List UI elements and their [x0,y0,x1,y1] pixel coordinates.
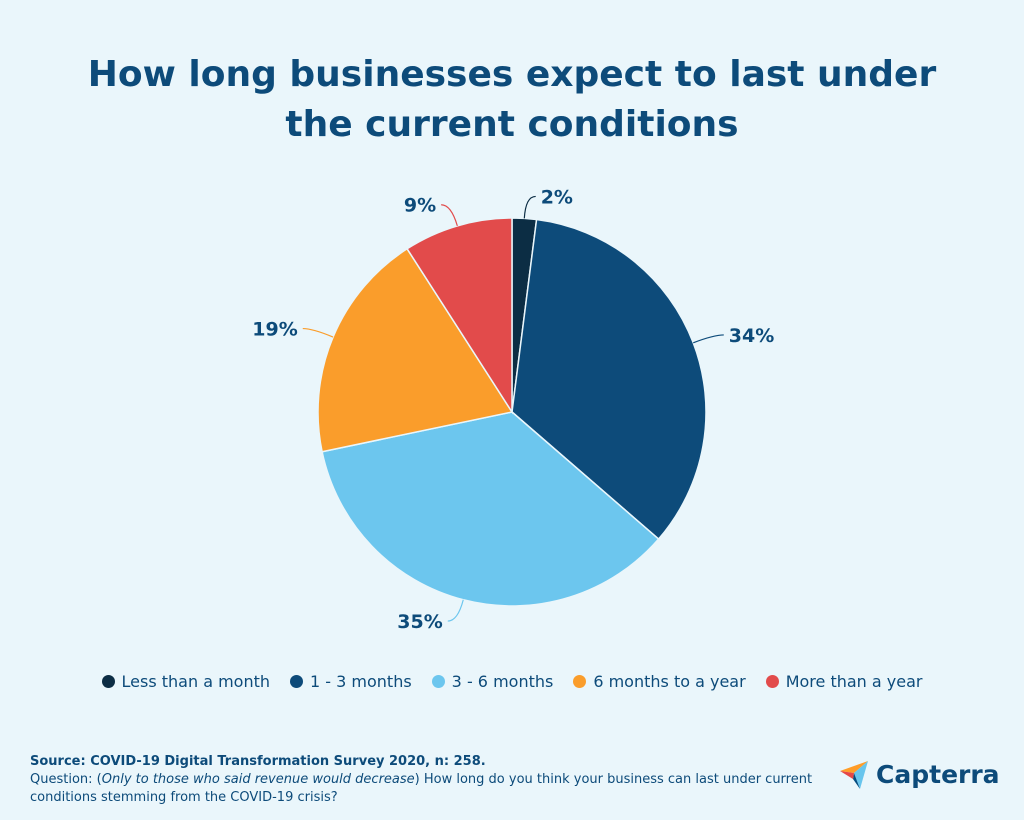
pie-slice-5 [406,217,513,415]
leader-lines [302,195,724,622]
data-label-5: 9% [404,195,436,217]
source-note: Source: COVID-19 Digital Transformation … [30,753,820,807]
legend: Less than a month 1 - 3 months 3 - 6 month… [0,672,1024,691]
chart-title-line-2: the current conditions [285,104,739,145]
capterra-logo-icon [840,761,868,789]
legend-swatch-2 [290,675,304,688]
legend-swatch-1 [101,675,115,688]
question-prefix: Question: ( [30,772,102,787]
capterra-logo: Capterra [838,756,1000,792]
legend-item-4: 6 months to a year [573,672,746,691]
legend-item-2: 1 - 3 months [290,672,412,691]
legend-label-3: 3 - 6 months [451,672,554,691]
chart-title: How long businesses expect to last under… [0,50,1024,150]
legend-label-4: 6 months to a year [593,672,746,691]
leader-line-5 [441,204,458,227]
source-label: Source: COVID-19 Digital Transformation … [30,754,486,769]
chart-title-line-1: How long businesses expect to last under [87,54,937,95]
legend-swatch-4 [573,675,587,688]
data-label-2: 34% [729,325,774,347]
leader-line-1 [523,195,536,219]
capterra-logo-text: Capterra [876,759,1000,789]
legend-label-5: More than a year [785,672,923,691]
pie-slice-2 [511,218,707,541]
legend-label-2: 1 - 3 months [310,672,412,691]
pie-slice-4 [317,247,514,453]
pie-slices [317,217,707,607]
legend-item-3: 3 - 6 months [431,672,554,691]
leader-line-3 [447,599,464,622]
leader-line-2 [693,334,724,344]
legend-label-1: Less than a month [121,672,271,691]
legend-swatch-3 [431,675,445,688]
leader-line-4 [302,327,334,338]
legend-item-5: More than a year [765,672,923,691]
pie-chart: 2% 34% 35% 19% 9% [252,186,774,633]
question-italic: Only to those who said revenue would dec… [101,772,415,787]
data-labels: 2% 34% 35% 19% 9% [252,186,774,633]
legend-item-1: Less than a month [101,672,271,691]
pie-slice-3 [321,411,660,607]
legend-swatch-5 [765,675,779,688]
question-rest: ) How long do you think your business ca… [30,772,813,805]
data-label-1: 2% [541,186,573,208]
data-label-3: 35% [397,611,442,633]
data-label-4: 19% [252,319,297,341]
